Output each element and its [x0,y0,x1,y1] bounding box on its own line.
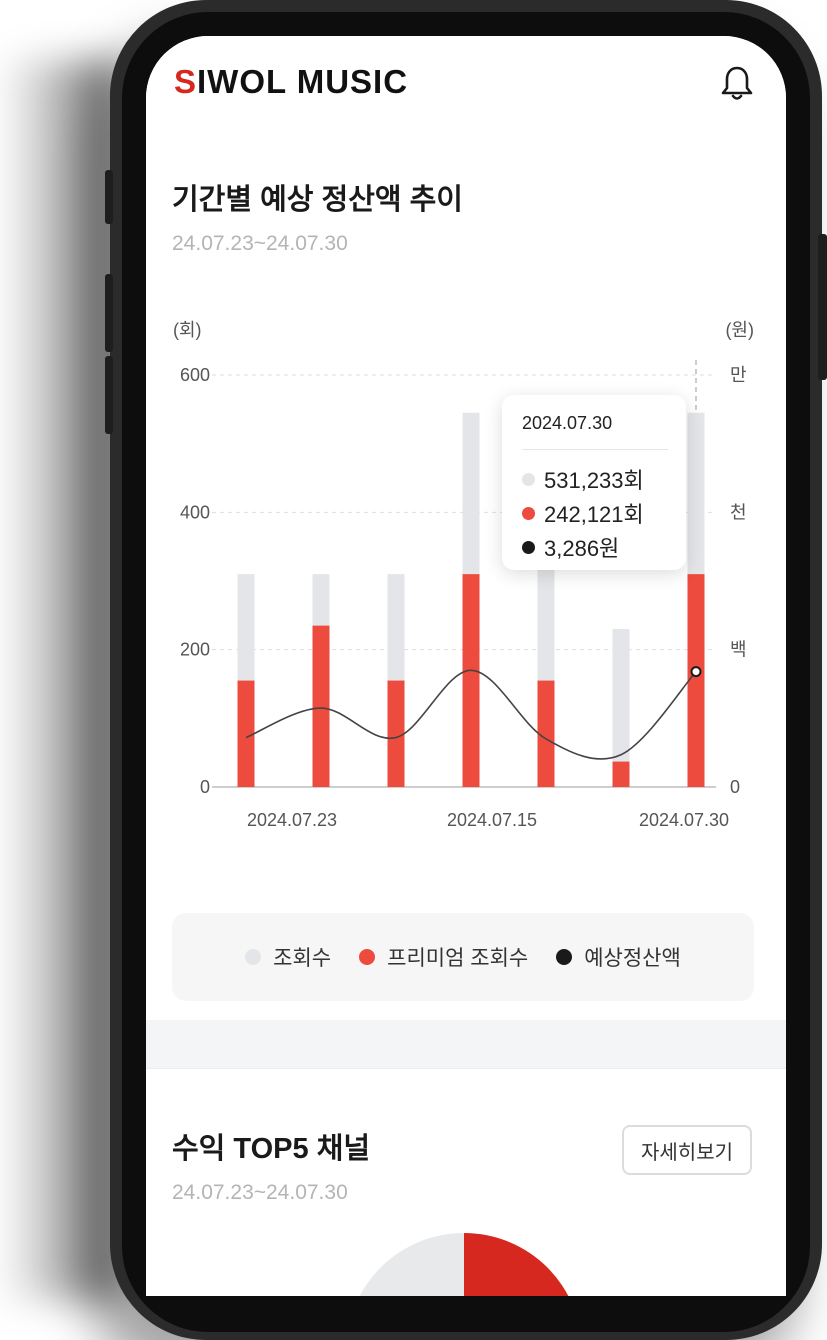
chart-legend: 조회수 프리미엄 조회수 예상정산액 [172,913,754,1001]
app-logo[interactable]: SIWOL MUSIC [174,64,408,100]
views-bar [612,629,630,787]
tooltip-views: 531,233회 [544,468,644,493]
volume-down-button [105,274,113,352]
logo-s: S [174,63,198,100]
x-tick-label: 2024.07.15 [447,810,537,830]
revenue-legend-dot-icon [556,949,573,965]
premium-bar [237,680,255,787]
tooltip-premium-row: 242,121회 [522,497,644,529]
date-range: 24.07.23~24.07.30 [172,232,348,255]
premium-bar [687,574,705,787]
phone-screen: SIWOL MUSIC 기간별 예상 정산액 추이 24.07.23~24.07… [146,36,786,1296]
section-title: 수익 TOP5 채널 [172,1133,371,1165]
premium-dot-icon [522,506,535,520]
tooltip-revenue: 3,286원 [544,536,620,561]
premium-bar [387,680,405,787]
y-right-tick-label: 0 [730,777,740,797]
legend-premium-label: 프리미엄 조회수 [387,947,529,970]
volume-up-button [105,170,113,224]
revenue-line [245,669,697,760]
premium-bar [462,574,480,787]
left-axis-unit: (회) [173,320,202,340]
premium-legend-dot-icon [359,949,376,965]
period-chart-card: 기간별 예상 정산액 추이 24.07.23~24.07.30 (회) (원) 0 0… [146,120,786,1020]
premium-bar [537,680,555,787]
top5-channel-card: 수익 TOP5 채널 24.07.23~24.07.30 자세히보기 [146,1068,786,1296]
y-right-tick-label: 천 [730,502,747,522]
logo-rest: IWOL MUSIC [197,63,409,100]
x-tick-label: 2024.07.30 [639,810,729,830]
revenue-dot-icon [522,540,535,554]
phone-shadow [0,60,120,1300]
legend-premium[interactable]: 프리미엄 조회수 [359,942,528,972]
power-button [818,234,827,380]
legend-revenue-label: 예상정산액 [584,947,681,970]
y-right-tick-label: 백 [730,640,747,660]
tooltip-revenue-row: 3,286원 [522,531,619,563]
bar-line-chart: (회) (원) 0 0 200 백 400 천 600 만 2024.07.23 2024.07.15… [173,320,754,830]
y-right-tick-label: 만 [730,365,747,385]
views-dot-icon [522,472,535,486]
tooltip-date: 2024.07.30 [522,413,613,433]
y-tick-label: 200 [180,640,210,660]
channel-pie-chart [346,1233,582,1296]
legend-revenue[interactable]: 예상정산액 [556,942,681,972]
y-tick-label: 0 [200,777,210,797]
legend-views-label: 조회수 [273,947,332,970]
x-tick-label: 2024.07.23 [247,810,337,830]
y-tick-label: 400 [180,502,210,522]
right-axis-unit: (원) [725,320,754,340]
chart-tooltip: 2024.07.30 531,233회 242,121회 3,286원 [502,395,686,570]
section-title: 기간별 예상 정산액 추이 [172,184,463,216]
detail-button[interactable]: 자세히보기 [622,1125,752,1175]
views-legend-dot-icon [245,949,262,965]
tooltip-views-row: 531,233회 [522,463,644,495]
premium-bar [612,761,630,787]
date-range: 24.07.23~24.07.30 [172,1181,348,1204]
app-header: SIWOL MUSIC [146,36,786,120]
tooltip-divider [522,449,668,450]
tooltip-premium: 242,121회 [544,502,644,527]
bell-icon[interactable] [720,64,754,102]
y-tick-label: 600 [180,365,210,385]
legend-views[interactable]: 조회수 [245,942,331,972]
mute-button [105,356,113,434]
premium-bar [312,625,330,787]
revenue-point [690,666,702,678]
